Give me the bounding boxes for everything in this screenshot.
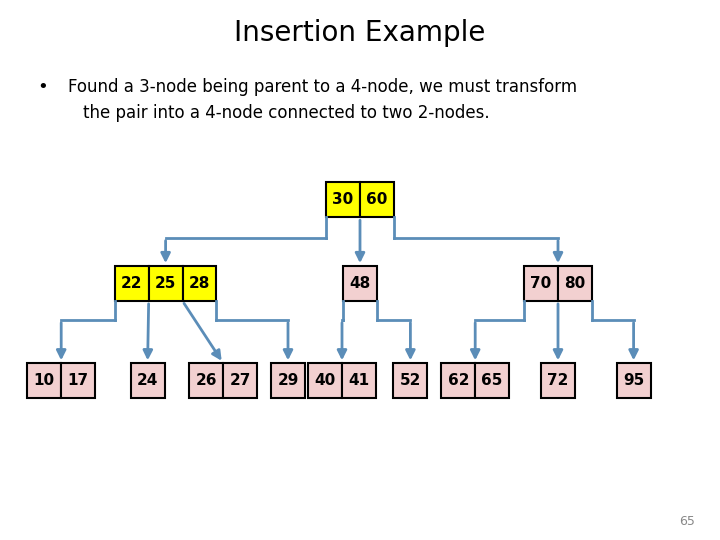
FancyBboxPatch shape	[115, 266, 149, 301]
FancyBboxPatch shape	[360, 182, 394, 217]
Text: 52: 52	[400, 373, 421, 388]
FancyBboxPatch shape	[558, 266, 592, 301]
FancyBboxPatch shape	[61, 363, 95, 399]
FancyBboxPatch shape	[308, 363, 342, 399]
Text: 62: 62	[448, 373, 469, 388]
FancyBboxPatch shape	[149, 266, 183, 301]
Text: 65: 65	[679, 515, 695, 528]
Text: 24: 24	[137, 373, 158, 388]
Text: 29: 29	[277, 373, 299, 388]
FancyBboxPatch shape	[326, 182, 360, 217]
Text: 41: 41	[348, 373, 369, 388]
Text: Insertion Example: Insertion Example	[234, 19, 486, 47]
FancyBboxPatch shape	[27, 363, 61, 399]
FancyBboxPatch shape	[475, 363, 509, 399]
Text: 30: 30	[333, 192, 354, 207]
FancyBboxPatch shape	[271, 363, 305, 399]
Text: •: •	[37, 78, 48, 96]
Text: 48: 48	[349, 276, 371, 291]
FancyBboxPatch shape	[441, 363, 475, 399]
Text: Found a 3-node being parent to a 4-node, we must transform: Found a 3-node being parent to a 4-node,…	[68, 78, 577, 96]
Text: 10: 10	[34, 373, 55, 388]
Text: 17: 17	[68, 373, 89, 388]
FancyBboxPatch shape	[343, 266, 377, 301]
Text: 25: 25	[155, 276, 176, 291]
Text: 80: 80	[564, 276, 585, 291]
Text: 28: 28	[189, 276, 210, 291]
FancyBboxPatch shape	[342, 363, 376, 399]
FancyBboxPatch shape	[131, 363, 164, 399]
FancyBboxPatch shape	[183, 266, 216, 301]
Text: 95: 95	[623, 373, 644, 388]
Text: 70: 70	[531, 276, 552, 291]
Text: 65: 65	[482, 373, 503, 388]
FancyBboxPatch shape	[524, 266, 558, 301]
Text: 40: 40	[315, 373, 336, 388]
FancyBboxPatch shape	[617, 363, 651, 399]
Text: the pair into a 4-node connected to two 2-nodes.: the pair into a 4-node connected to two …	[83, 104, 490, 122]
FancyBboxPatch shape	[394, 363, 428, 399]
Text: 60: 60	[366, 192, 387, 207]
FancyBboxPatch shape	[189, 363, 223, 399]
Text: 72: 72	[547, 373, 569, 388]
FancyBboxPatch shape	[541, 363, 575, 399]
FancyBboxPatch shape	[223, 363, 257, 399]
Text: 27: 27	[230, 373, 251, 388]
Text: 22: 22	[121, 276, 143, 291]
Text: 26: 26	[196, 373, 217, 388]
